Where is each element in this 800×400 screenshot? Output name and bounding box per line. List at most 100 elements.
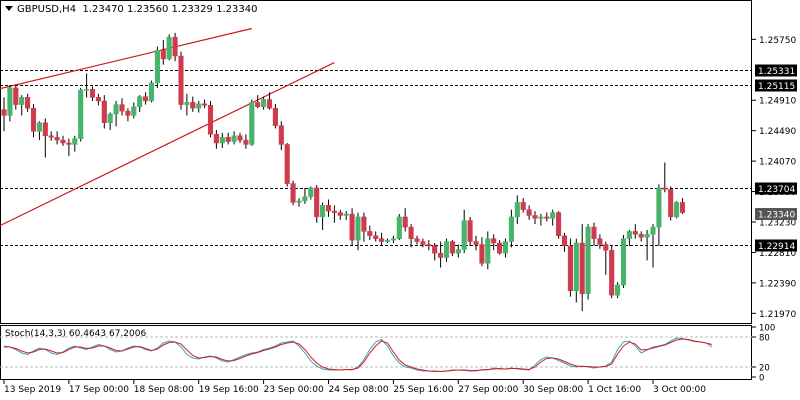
bull-candle bbox=[7, 87, 13, 116]
bear-candle bbox=[48, 135, 54, 138]
bear-candle bbox=[668, 189, 674, 218]
time-tick-label: 25 Sep 16:00 bbox=[393, 385, 453, 395]
bear-candle bbox=[367, 231, 373, 237]
bear-candle bbox=[532, 215, 538, 219]
ohlc-high: 1.23560 bbox=[126, 4, 169, 15]
bear-candle bbox=[349, 213, 355, 241]
bull-candle bbox=[550, 212, 556, 219]
stoch-tick-label: 80 bbox=[759, 334, 770, 344]
level-label-box bbox=[755, 79, 797, 92]
bear-candle bbox=[42, 122, 48, 137]
bull-candle bbox=[137, 96, 143, 108]
trendline[interactable] bbox=[0, 27, 252, 90]
symbol-timeframe: GBPUSD,H4 bbox=[17, 4, 77, 15]
bear-candle bbox=[402, 216, 408, 228]
bull-candle bbox=[573, 242, 579, 292]
bull-candle bbox=[131, 106, 137, 116]
ohlc-open: 1.23470 bbox=[82, 4, 124, 15]
bear-candle bbox=[438, 252, 444, 258]
bull-candle bbox=[674, 202, 680, 218]
time-tick-label: 23 Sep 00:00 bbox=[264, 385, 324, 395]
price-tick-label: 1.23230 bbox=[759, 218, 796, 228]
bear-candle bbox=[190, 102, 196, 109]
main-pane-frame bbox=[0, 0, 752, 324]
ohlc-low: 1.23329 bbox=[171, 4, 213, 15]
bull-candle bbox=[343, 213, 349, 216]
bull-candle bbox=[184, 102, 190, 105]
price-tick-label: 1.24910 bbox=[759, 97, 796, 107]
bull-candle bbox=[644, 234, 650, 238]
bull-candle bbox=[538, 216, 544, 219]
bull-candle bbox=[249, 102, 255, 145]
bear-candle bbox=[603, 244, 609, 251]
bear-candle bbox=[567, 245, 573, 292]
bear-candle bbox=[119, 104, 125, 112]
bull-candle bbox=[390, 238, 396, 241]
bull-candle bbox=[455, 249, 461, 254]
bear-candle bbox=[579, 242, 585, 294]
price-tick-label: 1.24070 bbox=[759, 158, 796, 168]
bear-candle bbox=[272, 107, 278, 126]
price-tick-label: 1.21970 bbox=[759, 310, 796, 320]
bear-candle bbox=[373, 235, 379, 239]
bear-candle bbox=[30, 107, 37, 132]
bull-candle bbox=[443, 241, 450, 258]
bear-candle bbox=[420, 241, 426, 245]
bear-candle bbox=[544, 216, 550, 219]
bear-candle bbox=[255, 102, 261, 108]
bear-candle bbox=[408, 226, 414, 239]
bull-candle bbox=[355, 216, 361, 241]
level-label: 1.22914 bbox=[758, 242, 795, 252]
bear-candle bbox=[361, 216, 367, 232]
time-tick-label: 18 Sep 08:00 bbox=[134, 385, 194, 395]
time-tick-label: 17 Sep 00:00 bbox=[69, 385, 129, 395]
bear-candle bbox=[60, 139, 66, 144]
level-label: 1.25115 bbox=[758, 82, 795, 92]
bear-candle bbox=[414, 238, 420, 242]
time-tick-label: 19 Sep 16:00 bbox=[199, 385, 259, 395]
bull-candle bbox=[36, 122, 42, 132]
bull-candle bbox=[320, 205, 326, 218]
bear-candle bbox=[526, 209, 532, 216]
bear-candle bbox=[143, 96, 149, 102]
bear-candle bbox=[591, 226, 597, 239]
bear-candle bbox=[467, 220, 473, 242]
bear-candle bbox=[379, 238, 385, 242]
bear-candle bbox=[25, 97, 31, 109]
bear-candle bbox=[237, 135, 243, 141]
bear-candle bbox=[278, 125, 284, 145]
bear-candle bbox=[290, 183, 296, 203]
bear-candle bbox=[95, 97, 101, 102]
bear-candle bbox=[125, 110, 131, 116]
bear-candle bbox=[426, 244, 432, 247]
bull-candle bbox=[308, 187, 314, 197]
bear-candle bbox=[178, 55, 184, 105]
level-label-box bbox=[755, 239, 797, 252]
ohlc-close: 1.23340 bbox=[216, 4, 258, 15]
price-tick-label: 1.25750 bbox=[759, 36, 796, 46]
stoch-title: Stoch(14,3,3) 60.4643 67.2006 bbox=[5, 329, 147, 339]
trendline[interactable] bbox=[0, 62, 335, 227]
bear-candle bbox=[54, 136, 60, 141]
bull-candle bbox=[508, 216, 514, 242]
stoch-tick-label: 0 bbox=[759, 374, 764, 384]
dropdown-arrow-icon[interactable] bbox=[5, 6, 13, 11]
bear-candle bbox=[520, 202, 526, 210]
price-tick-label: 1.22810 bbox=[759, 249, 796, 259]
bear-candle bbox=[13, 87, 19, 105]
price-tick-label: 1.24490 bbox=[759, 127, 796, 137]
bear-candle bbox=[325, 205, 332, 212]
bull-candle bbox=[302, 196, 308, 202]
bull-candle bbox=[78, 89, 84, 139]
stoch-tick-label: 20 bbox=[759, 364, 770, 374]
bear-candle bbox=[266, 99, 273, 109]
bull-candle bbox=[72, 138, 78, 145]
bear-candle bbox=[243, 139, 249, 145]
time-tick-label: 30 Sep 08:00 bbox=[523, 385, 583, 395]
bear-candle bbox=[213, 134, 219, 144]
bull-candle bbox=[656, 187, 662, 228]
bull-candle bbox=[502, 241, 509, 254]
bear-candle bbox=[101, 100, 107, 123]
bear-candle bbox=[497, 242, 503, 254]
